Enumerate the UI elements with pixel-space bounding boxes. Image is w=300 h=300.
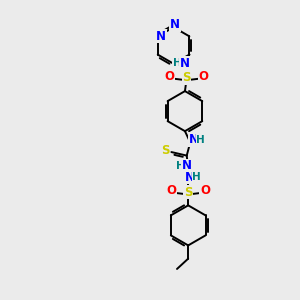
Text: N: N [185, 171, 195, 184]
Text: S: S [184, 186, 192, 199]
Text: H: H [172, 58, 182, 68]
Text: O: O [165, 70, 175, 83]
Text: H: H [176, 160, 184, 171]
Text: S: S [161, 144, 170, 157]
Text: O: O [200, 184, 210, 197]
Text: N: N [170, 18, 180, 32]
Text: N: N [156, 30, 166, 43]
Text: N: N [180, 57, 190, 70]
Text: O: O [167, 184, 176, 197]
Text: O: O [198, 70, 208, 83]
Text: H: H [192, 172, 201, 182]
Text: S: S [182, 71, 191, 84]
Text: N: N [189, 134, 199, 146]
Text: H: H [196, 135, 205, 145]
Text: N: N [182, 159, 192, 172]
